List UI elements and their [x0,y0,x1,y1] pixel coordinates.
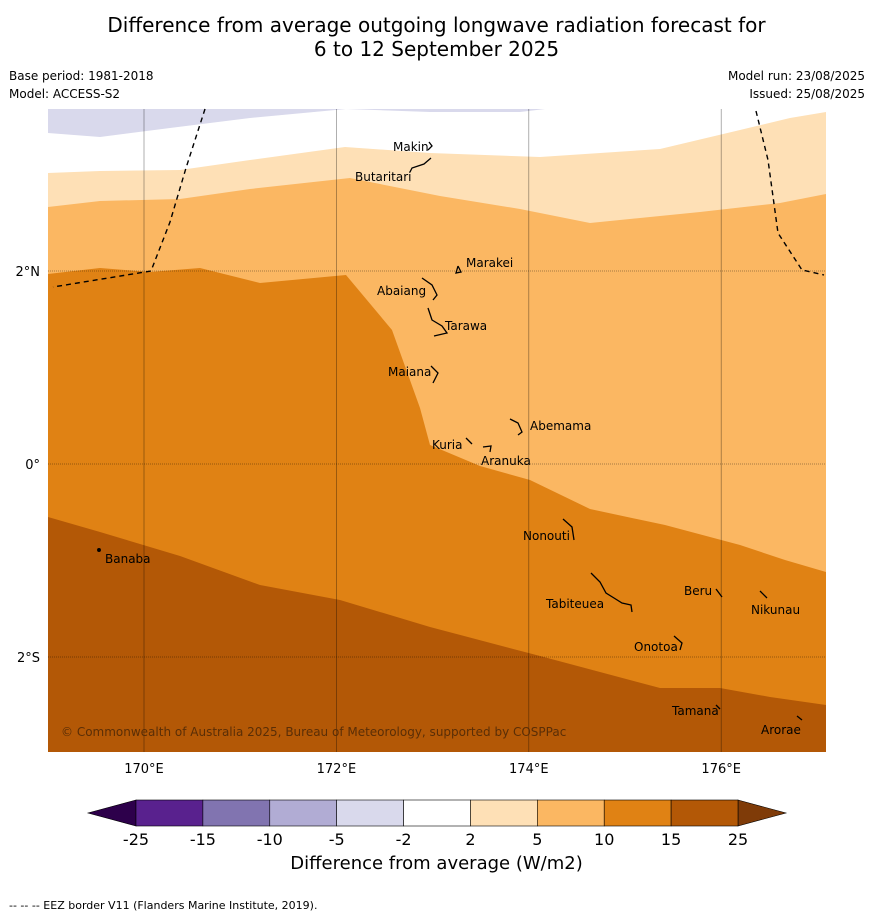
colorbar-tick-8: 15 [661,830,681,849]
colorbar-tick-3: -5 [329,830,345,849]
atoll-makin [427,141,433,151]
atoll-outlines [97,141,803,721]
band-minus5-minus2 [48,109,545,137]
label-abaiang: Abaiang [377,284,426,298]
atoll-nonouti [562,518,575,541]
atoll-arorae [796,715,803,721]
colorbar-tick-2: -10 [257,830,283,849]
axis-labels: 170°E 172°E 174°E 176°E 2°N 0° 2°S [16,265,741,777]
lon-tick-label-0: 170°E [124,762,164,777]
label-beru: Beru [684,584,712,598]
atoll-banaba [97,548,101,552]
lon-tick-label-2: 174°E [509,762,549,777]
meta-left: Base period: 1981-2018 Model: ACCESS-S2 [9,67,154,103]
lon-tick-label-1: 172°E [317,762,357,777]
colorbar-tick-5: 2 [465,830,475,849]
colorbar-extend-low [86,799,137,827]
title-line-1: Difference from average outgoing longwav… [107,13,766,37]
atoll-aranuka [482,445,492,453]
colorbar-tick-4: -2 [396,830,412,849]
label-maiana: Maiana [388,365,431,379]
colorbar-bin-5 [470,799,538,827]
label-butaritari: Butaritari [355,170,412,184]
atoll-abaiang [421,277,438,301]
colorbar-bin-6 [537,799,605,827]
anomaly-field [48,109,826,752]
label-kuria: Kuria [432,438,463,452]
atoll-kuria [465,437,473,445]
label-tabiteuea: Tabiteuea [545,597,604,611]
atoll-maiana [430,365,439,384]
label-makin: Makin [393,140,429,154]
label-onotoa: Onotoa [634,640,678,654]
lat-tick-label-0: 2°N [16,265,41,280]
copyright-notice: © Commonwealth of Australia 2025, Bureau… [61,725,566,739]
lat-tick-label-1: 0° [25,458,40,473]
atoll-abemama [509,418,523,436]
label-tamana: Tamana [671,704,719,718]
colorbar-tick-7: 10 [594,830,614,849]
colorbar-extend-high [737,799,788,827]
colorbar-tick-6: 5 [532,830,542,849]
lon-tick-label-3: 176°E [701,762,741,777]
colorbar-bin-7 [603,799,672,827]
lat-tick-label-2: 2°S [17,651,40,666]
meta-right: Model run: 23/08/2025 Issued: 25/08/2025 [728,67,865,103]
model-run: Model run: 23/08/2025 [727,69,865,83]
colorbar-bin-2 [269,799,337,827]
atoll-marakei [455,265,462,274]
label-aranuka: Aranuka [481,454,531,468]
label-tarawa: Tarawa [444,319,487,333]
eez-footnote: -- -- -- EEZ border V11 (Flanders Marine… [9,899,318,912]
colorbar-bin-0 [135,799,204,827]
atoll-tarawa [427,307,449,337]
eez-line-west [52,108,206,288]
atoll-tabiteuea [590,572,633,613]
issued-date: Issued: 25/08/2025 [749,87,865,101]
colorbar-title: Difference from average (W/m2) [290,853,583,874]
label-marakei: Marakei [466,256,513,270]
colorbar: -25 -15 -10 -5 -2 2 5 10 15 25 [86,799,788,849]
island-labels: Makin Butaritari Marakei Abaiang Tarawa … [105,140,801,737]
title-line-2: 6 to 12 September 2025 [313,37,560,61]
label-banaba: Banaba [105,552,151,566]
graticule [48,109,826,752]
label-nikunau: Nikunau [751,603,800,617]
band-neutral [48,109,826,173]
colorbar-bin-8 [670,799,739,827]
atoll-tamana [715,704,721,710]
atoll-nikunau [759,590,768,599]
eez-border [52,108,825,288]
colorbar-tick-9: 25 [728,830,748,849]
colorbar-bin-4 [403,799,471,827]
band-5-10 [48,109,826,572]
atoll-beru [715,588,723,598]
colorbar-bin-1 [202,799,271,827]
colorbar-bin-3 [336,799,404,827]
label-nonouti: Nonouti [523,529,570,543]
label-abemama: Abemama [530,419,591,433]
atoll-onotoa [673,635,683,651]
label-arorae: Arorae [761,723,801,737]
map-title: Difference from average outgoing longwav… [0,13,873,61]
atoll-butaritari [409,157,432,173]
colorbar-tick-1: -15 [190,830,216,849]
model-name: Model: ACCESS-S2 [9,87,121,101]
colorbar-tick-0: -25 [123,830,149,849]
eez-line-east [755,110,825,276]
base-period: Base period: 1981-2018 [9,69,154,83]
